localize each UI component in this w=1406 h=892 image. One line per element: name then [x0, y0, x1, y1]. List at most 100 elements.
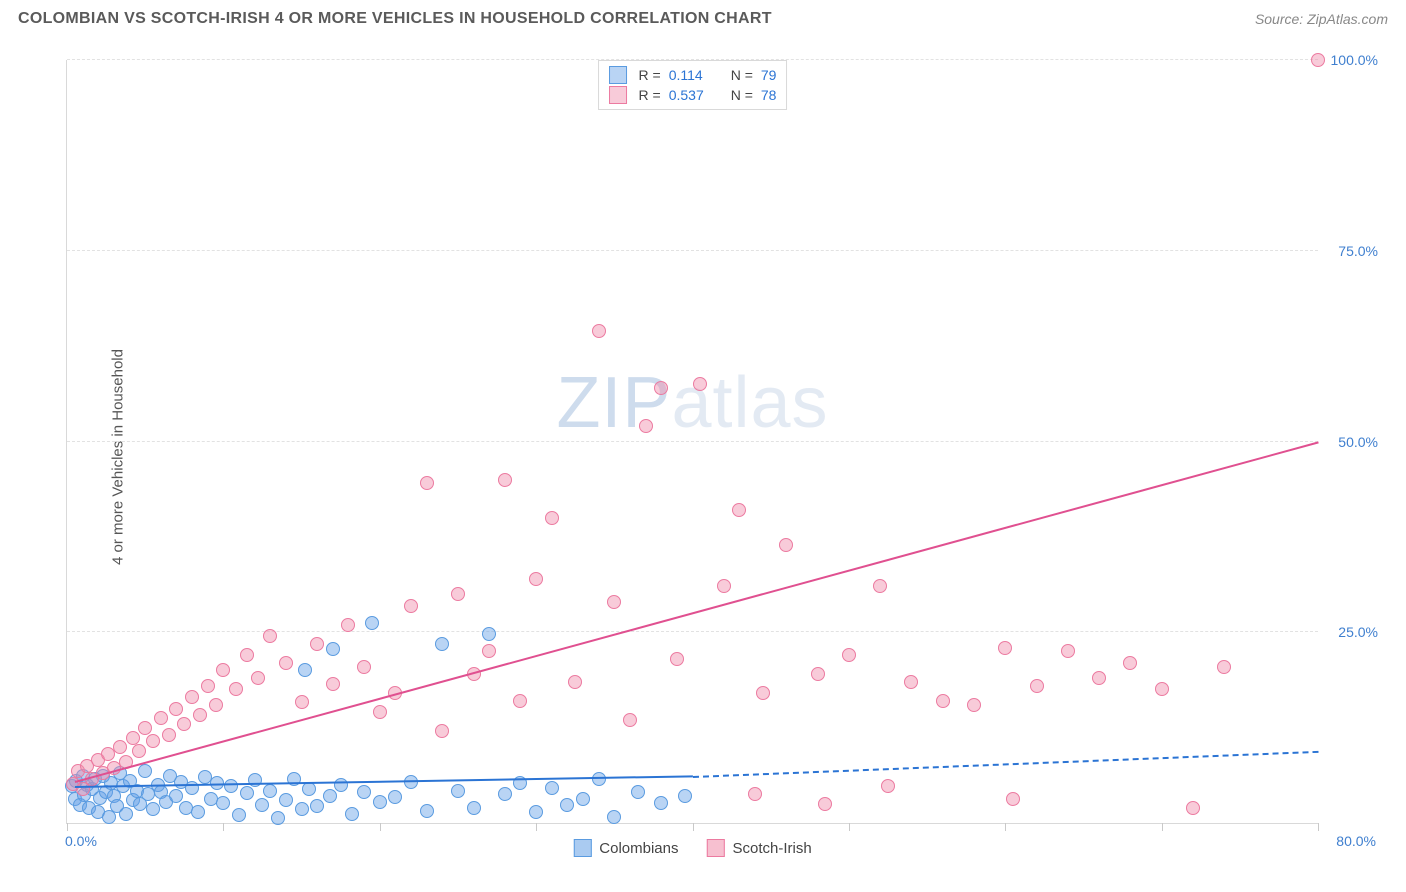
scatter-point — [263, 629, 277, 643]
r-label: R = — [639, 87, 661, 103]
scatter-point — [693, 377, 707, 391]
scatter-point — [271, 811, 285, 825]
scatter-point — [326, 677, 340, 691]
scatter-point — [216, 796, 230, 810]
scatter-point — [756, 686, 770, 700]
gridline — [67, 631, 1318, 632]
series-legend: Colombians Scotch-Irish — [573, 839, 811, 857]
legend-item-scotch-irish: Scotch-Irish — [707, 839, 812, 857]
x-tick — [1005, 823, 1006, 831]
scatter-point — [576, 792, 590, 806]
x-tick — [849, 823, 850, 831]
scatter-point — [842, 648, 856, 662]
scatter-point — [248, 773, 262, 787]
scatter-point — [1030, 679, 1044, 693]
r-value-colombians: 0.114 — [669, 67, 715, 83]
n-value-colombians: 79 — [761, 67, 777, 83]
scatter-point — [1092, 671, 1106, 685]
scatter-point — [373, 795, 387, 809]
x-axis-max-label: 80.0% — [1336, 833, 1376, 849]
scatter-point — [748, 787, 762, 801]
scatter-point — [146, 734, 160, 748]
scatter-point — [1061, 644, 1075, 658]
r-value-scotch-irish: 0.537 — [669, 87, 715, 103]
scatter-point — [717, 579, 731, 593]
scatter-point — [326, 642, 340, 656]
scatter-point — [263, 784, 277, 798]
scatter-point — [654, 381, 668, 395]
legend-label-colombians: Colombians — [599, 840, 678, 857]
scatter-point — [451, 587, 465, 601]
scatter-point — [732, 503, 746, 517]
scatter-point — [936, 694, 950, 708]
scatter-point — [998, 641, 1012, 655]
scatter-point — [132, 744, 146, 758]
legend-swatch-scotch-irish — [707, 839, 725, 857]
scatter-point — [279, 793, 293, 807]
scatter-point — [670, 652, 684, 666]
source-label: Source: — [1255, 11, 1307, 27]
scatter-point — [185, 690, 199, 704]
watermark: ZIPatlas — [556, 362, 828, 444]
scatter-point — [420, 476, 434, 490]
scatter-point — [310, 799, 324, 813]
y-tick-label: 25.0% — [1338, 624, 1378, 640]
scatter-point — [240, 648, 254, 662]
scatter-point — [482, 644, 496, 658]
scatter-point — [310, 637, 324, 651]
n-value-scotch-irish: 78 — [761, 87, 777, 103]
x-tick — [1318, 823, 1319, 831]
stats-legend: R = 0.114 N = 79 R = 0.537 N = 78 — [598, 60, 788, 110]
scatter-point — [365, 616, 379, 630]
scatter-point — [1186, 801, 1200, 815]
scatter-point — [451, 784, 465, 798]
plot-area: ZIPatlas R = 0.114 N = 79 R = 0.537 N = … — [66, 60, 1318, 824]
scatter-point — [323, 789, 337, 803]
scatter-point — [113, 740, 127, 754]
scatter-point — [357, 785, 371, 799]
scatter-point — [177, 717, 191, 731]
x-tick — [67, 823, 68, 831]
x-tick — [380, 823, 381, 831]
scatter-point — [1311, 53, 1325, 67]
scatter-point — [818, 797, 832, 811]
scatter-point — [881, 779, 895, 793]
scatter-point — [482, 627, 496, 641]
x-tick — [223, 823, 224, 831]
gridline — [67, 441, 1318, 442]
scatter-point — [404, 599, 418, 613]
scatter-point — [1217, 660, 1231, 674]
scatter-point — [545, 511, 559, 525]
gridline — [67, 250, 1318, 251]
scatter-point — [169, 702, 183, 716]
scatter-point — [138, 721, 152, 735]
n-label: N = — [731, 67, 753, 83]
scatter-point — [607, 595, 621, 609]
scatter-point — [232, 808, 246, 822]
scatter-point — [162, 728, 176, 742]
watermark-rest: atlas — [671, 363, 828, 443]
x-tick — [536, 823, 537, 831]
scatter-point — [388, 790, 402, 804]
chart-header: COLOMBIAN VS SCOTCH-IRISH 4 OR MORE VEHI… — [0, 0, 1406, 34]
x-tick — [693, 823, 694, 831]
scatter-point — [251, 671, 265, 685]
trend-line-extrapolated — [692, 751, 1318, 778]
scatter-point — [279, 656, 293, 670]
scatter-point — [138, 764, 152, 778]
scatter-point — [1123, 656, 1137, 670]
y-tick-label: 50.0% — [1338, 434, 1378, 450]
trend-line — [75, 442, 1319, 783]
scatter-point — [420, 804, 434, 818]
swatch-scotch-irish — [609, 86, 627, 104]
scatter-point — [873, 579, 887, 593]
swatch-colombians — [609, 66, 627, 84]
scatter-point — [435, 724, 449, 738]
source-value: ZipAtlas.com — [1307, 11, 1388, 27]
scatter-point — [295, 802, 309, 816]
scatter-point — [341, 618, 355, 632]
scatter-point — [101, 747, 115, 761]
scatter-point — [631, 785, 645, 799]
scatter-point — [126, 731, 140, 745]
scatter-point — [779, 538, 793, 552]
